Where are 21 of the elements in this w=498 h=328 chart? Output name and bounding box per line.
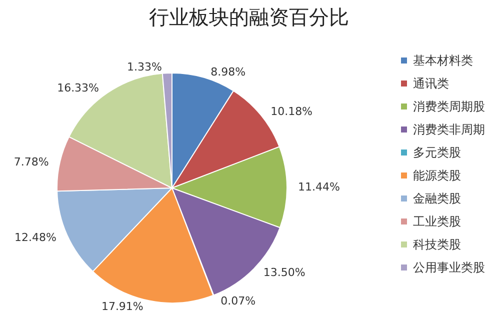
data-label: 0.07% [220, 294, 256, 308]
data-label: 8.98% [210, 65, 246, 78]
data-label: 7.78% [14, 155, 49, 168]
legend-label: 金融类股 [413, 192, 461, 206]
chart-title: 行业板块的融资百分比 [149, 5, 349, 29]
legend-label: 能源类股 [413, 168, 461, 182]
data-label: 11.44% [298, 180, 340, 194]
data-label: 1.33% [126, 60, 162, 74]
data-label: 12.48% [14, 230, 56, 244]
legend-label: 多元类股 [413, 146, 461, 160]
legend-label: 消费类周期股 [413, 100, 485, 114]
data-label: 13.50% [263, 266, 306, 280]
data-label: 16.33% [57, 81, 100, 94]
legend-label: 科技类股 [413, 238, 461, 252]
legend-label: 工业类股 [413, 214, 461, 228]
legend-label: 消费类非周期 [413, 122, 485, 136]
legend-label: 基本材料类 [413, 54, 473, 68]
data-label: 10.18% [270, 104, 313, 118]
data-label: 17.91% [101, 300, 144, 314]
legend-label: 公用事业类股 [413, 260, 485, 274]
legend-label: 通讯类 [413, 76, 449, 90]
